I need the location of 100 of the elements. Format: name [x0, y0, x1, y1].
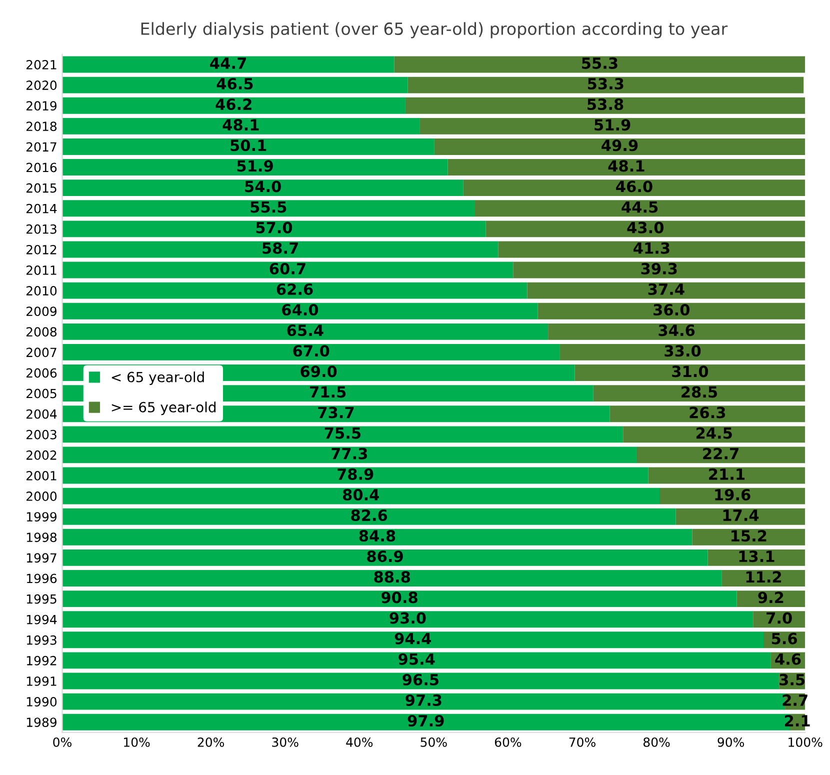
legend-label: >= 65 year-old — [112, 402, 216, 416]
data-label: 48.1 — [608, 160, 644, 172]
data-label: 5.6 — [772, 632, 798, 644]
y-tick-label: 1997 — [26, 553, 56, 563]
data-label: 54.0 — [245, 180, 281, 192]
data-label: 96.5 — [402, 674, 438, 686]
data-label: 80.4 — [342, 488, 380, 500]
y-tick-label: 2015 — [26, 183, 56, 193]
data-label: 36.0 — [654, 304, 690, 316]
data-label: 37.4 — [648, 283, 684, 295]
data-label: 69.0 — [300, 366, 337, 378]
data-label: 62.6 — [276, 283, 313, 295]
data-label: 3.5 — [780, 674, 805, 686]
data-label: 13.1 — [739, 550, 774, 562]
data-label: 50.1 — [230, 140, 266, 152]
y-tick-label: 2016 — [26, 162, 57, 172]
y-tick-label: 1999 — [26, 512, 57, 522]
data-label: 77.3 — [332, 448, 367, 460]
data-label: 4.6 — [775, 653, 801, 665]
data-label: 46.0 — [616, 180, 652, 192]
data-label: 78.9 — [337, 468, 374, 480]
data-label: 41.3 — [634, 242, 670, 254]
data-label: 33.0 — [664, 345, 701, 357]
data-label: 71.5 — [310, 386, 346, 398]
x-tick-label: 80% — [643, 737, 670, 747]
y-tick-label: 1990 — [26, 697, 57, 706]
y-tick-label: 2018 — [26, 122, 57, 132]
y-tick-label: 2005 — [26, 388, 56, 398]
data-label: 46.5 — [216, 78, 253, 90]
data-label: 73.7 — [318, 406, 354, 418]
data-label: 24.5 — [696, 427, 732, 439]
y-tick-label: 2014 — [26, 204, 57, 214]
x-tick-label: 40% — [346, 737, 373, 747]
y-tick-label: 2006 — [26, 368, 57, 378]
y-tick-label: 2004 — [26, 409, 57, 419]
y-tick-label: 2008 — [26, 327, 57, 337]
x-tick-label: 10% — [124, 737, 150, 747]
y-tick-label: 2007 — [26, 348, 56, 358]
data-label: 53.8 — [588, 98, 624, 110]
x-tick-label: 20% — [198, 737, 224, 747]
data-label: 15.2 — [732, 530, 766, 542]
y-tick-label: 2001 — [26, 470, 56, 480]
data-label: 51.9 — [237, 160, 273, 172]
data-label: 55.3 — [582, 57, 618, 69]
y-tick-label: 1996 — [26, 574, 57, 584]
y-tick-label: 2003 — [26, 430, 56, 440]
x-tick-label: 30% — [272, 737, 298, 747]
data-label: 26.3 — [690, 406, 726, 418]
data-label: 21.1 — [709, 468, 745, 480]
data-label: 44.5 — [622, 201, 658, 213]
y-tick-label: 2019 — [26, 101, 57, 111]
data-label: 90.8 — [381, 592, 418, 604]
data-label: 75.5 — [324, 427, 360, 439]
data-label: 11.2 — [746, 571, 782, 582]
y-tick-label: 2013 — [26, 224, 56, 234]
data-label: 44.7 — [210, 58, 246, 69]
data-label: 49.9 — [602, 140, 638, 152]
data-label: 43.0 — [627, 222, 664, 234]
x-tick-label: 100% — [788, 737, 822, 747]
data-label: 57.0 — [256, 222, 292, 234]
y-tick-label: 2010 — [26, 286, 57, 296]
y-tick-label: 1994 — [26, 614, 57, 624]
y-tick-label: 2002 — [26, 450, 56, 460]
data-label: 97.3 — [406, 694, 442, 706]
data-label: 39.3 — [641, 262, 677, 274]
data-label: 19.6 — [715, 488, 750, 500]
data-label: 51.9 — [594, 119, 630, 131]
data-label: 7.0 — [766, 612, 792, 624]
y-tick-label: 2011 — [26, 265, 56, 275]
data-label: 84.8 — [359, 530, 396, 542]
data-label: 31.0 — [672, 366, 708, 378]
y-tick-label: 1989 — [26, 718, 57, 728]
data-label: 55.5 — [250, 201, 286, 213]
data-label: 58.7 — [262, 242, 298, 254]
data-label: 88.8 — [374, 571, 410, 583]
data-label: 17.4 — [723, 510, 759, 521]
y-tick-label: 2021 — [26, 60, 56, 70]
y-tick-label: 1995 — [26, 594, 56, 604]
data-label: 65.4 — [287, 324, 324, 336]
x-tick-label: 70% — [569, 737, 596, 747]
y-tick-label: 2000 — [26, 492, 57, 501]
data-label: 95.4 — [398, 653, 435, 665]
data-label: 34.6 — [658, 324, 695, 336]
y-tick-label: 1992 — [26, 656, 56, 666]
x-tick-label: 50% — [420, 737, 447, 747]
data-label: 86.9 — [367, 550, 403, 562]
legend-label: < 65 year-old — [112, 372, 204, 385]
y-tick-label: 2017 — [26, 142, 56, 152]
data-label: 28.5 — [682, 386, 718, 398]
data-label: 22.7 — [703, 448, 738, 460]
y-tick-label: 1998 — [26, 532, 57, 542]
data-label: 64.0 — [282, 304, 318, 316]
data-label: 94.4 — [394, 632, 432, 644]
data-label: 93.0 — [390, 612, 426, 624]
data-label: 60.7 — [270, 262, 306, 274]
data-label: 82.6 — [351, 509, 388, 522]
data-label: 53.3 — [588, 78, 624, 90]
x-tick-label: 90% — [718, 737, 744, 747]
data-label: 97.9 — [408, 714, 444, 727]
y-tick-label: 2009 — [26, 306, 57, 316]
